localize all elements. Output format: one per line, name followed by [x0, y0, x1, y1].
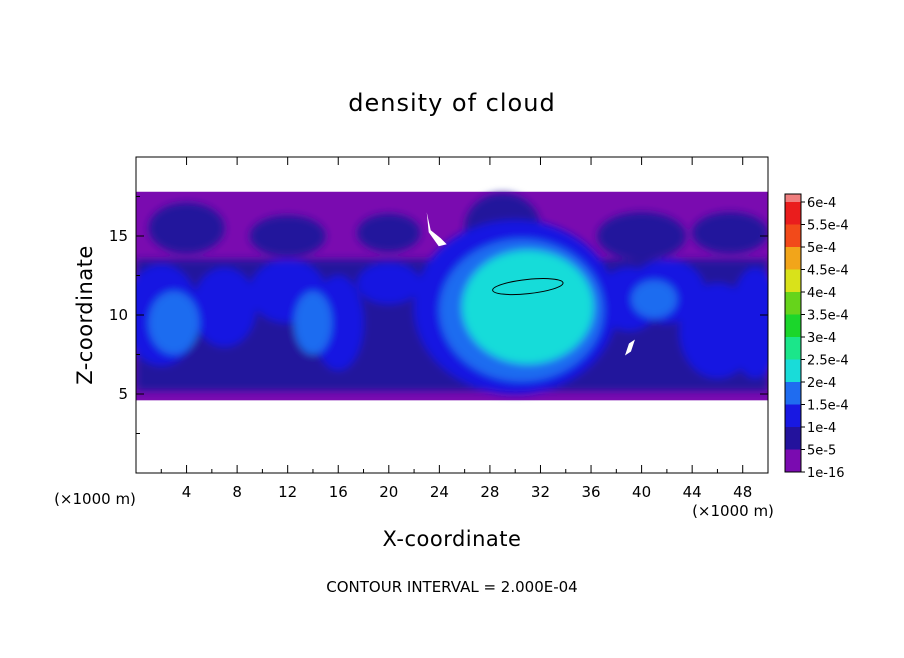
- colorbar-swatch: [785, 427, 801, 450]
- central-updraft-core: [462, 250, 594, 364]
- y-tick-label: 5: [118, 385, 128, 403]
- convective-core: [294, 291, 332, 355]
- colorbar-label: 5e-4: [807, 241, 836, 256]
- colorbar-label: 6e-4: [807, 196, 836, 211]
- colorbar-swatch: [785, 292, 801, 315]
- contour-interval-note: CONTOUR INTERVAL = 2.000E-04: [326, 578, 577, 596]
- colorbar-label: 3e-4: [807, 331, 836, 346]
- colorbar-swatch: [785, 202, 801, 225]
- y-tick-label: 10: [109, 306, 128, 324]
- colorbar-label: 1e-4: [807, 421, 836, 436]
- x-axis-unit-right: (×1000 m): [692, 502, 774, 520]
- x-tick-label: 20: [379, 483, 398, 501]
- convective-core: [631, 280, 677, 319]
- colorbar-label: 1e-16: [807, 466, 845, 481]
- x-tick-label: 24: [430, 483, 449, 501]
- colorbar-label: 2.5e-4: [807, 354, 849, 369]
- colorbar-label: 2e-4: [807, 376, 836, 391]
- upper-cell: [249, 215, 326, 257]
- convective-cell: [312, 275, 364, 371]
- x-tick-label: 44: [683, 483, 702, 501]
- colorbar-frame: [784, 193, 802, 473]
- x-tick-label: 32: [531, 483, 550, 501]
- colorbar-swatch-top: [785, 194, 801, 202]
- y-axis-label: Z-coordinate: [73, 245, 97, 385]
- colorbar-swatch: [785, 449, 801, 472]
- upper-cell: [148, 202, 225, 254]
- upper-cell: [597, 212, 686, 260]
- colorbar-label: 5.5e-4: [807, 219, 849, 234]
- colorbar-swatch: [785, 314, 801, 337]
- x-tick-label: 36: [581, 483, 600, 501]
- convective-cell: [357, 262, 421, 304]
- convective-core: [148, 291, 200, 355]
- max-density-contour: [492, 278, 564, 296]
- colorbar: 1e-16 5e-5 1e-4 1.5e-4 2e-4 2.5e-4 3e-4 3.5e-4 4…: [784, 193, 849, 481]
- colorbar-swatch: [785, 224, 801, 247]
- colorbar-label: 3.5e-4: [807, 309, 849, 324]
- colorbar-swatch: [785, 247, 801, 270]
- colorbar-swatch: [785, 269, 801, 292]
- density-field: [136, 191, 768, 401]
- y-axis-ticks: 5 10 15: [109, 196, 768, 434]
- x-axis-unit-left: (×1000 m): [54, 490, 136, 508]
- colorbar-swatch: [785, 404, 801, 427]
- upper-cell: [357, 213, 421, 252]
- cloud-structures: [136, 193, 768, 394]
- convective-cell: [730, 267, 768, 379]
- x-tick-label: 4: [182, 483, 192, 501]
- colorbar-label: 4e-4: [807, 286, 836, 301]
- colorbar-label: 1.5e-4: [807, 399, 849, 414]
- upper-cell: [692, 212, 768, 254]
- x-tick-label: 28: [480, 483, 499, 501]
- colorbar-label: 4.5e-4: [807, 264, 849, 279]
- x-tick-label: 12: [278, 483, 297, 501]
- convective-cell: [192, 267, 257, 347]
- x-tick-label: 8: [232, 483, 242, 501]
- colorbar-swatch: [785, 337, 801, 360]
- colorbar-swatch: [785, 382, 801, 405]
- y-tick-label: 15: [109, 227, 128, 245]
- chart-title: density of cloud: [348, 89, 555, 117]
- x-axis-ticks: 4 8 12 16 20 24 28 32 36 40 44 48: [160, 157, 752, 501]
- x-tick-label: 16: [329, 483, 348, 501]
- x-axis-label: X-coordinate: [383, 527, 522, 551]
- clear-gap: [624, 339, 635, 356]
- clear-gap: [426, 212, 447, 247]
- x-tick-label: 40: [632, 483, 651, 501]
- x-tick-label: 48: [733, 483, 752, 501]
- colorbar-label: 5e-5: [807, 444, 836, 459]
- colorbar-swatch: [785, 359, 801, 382]
